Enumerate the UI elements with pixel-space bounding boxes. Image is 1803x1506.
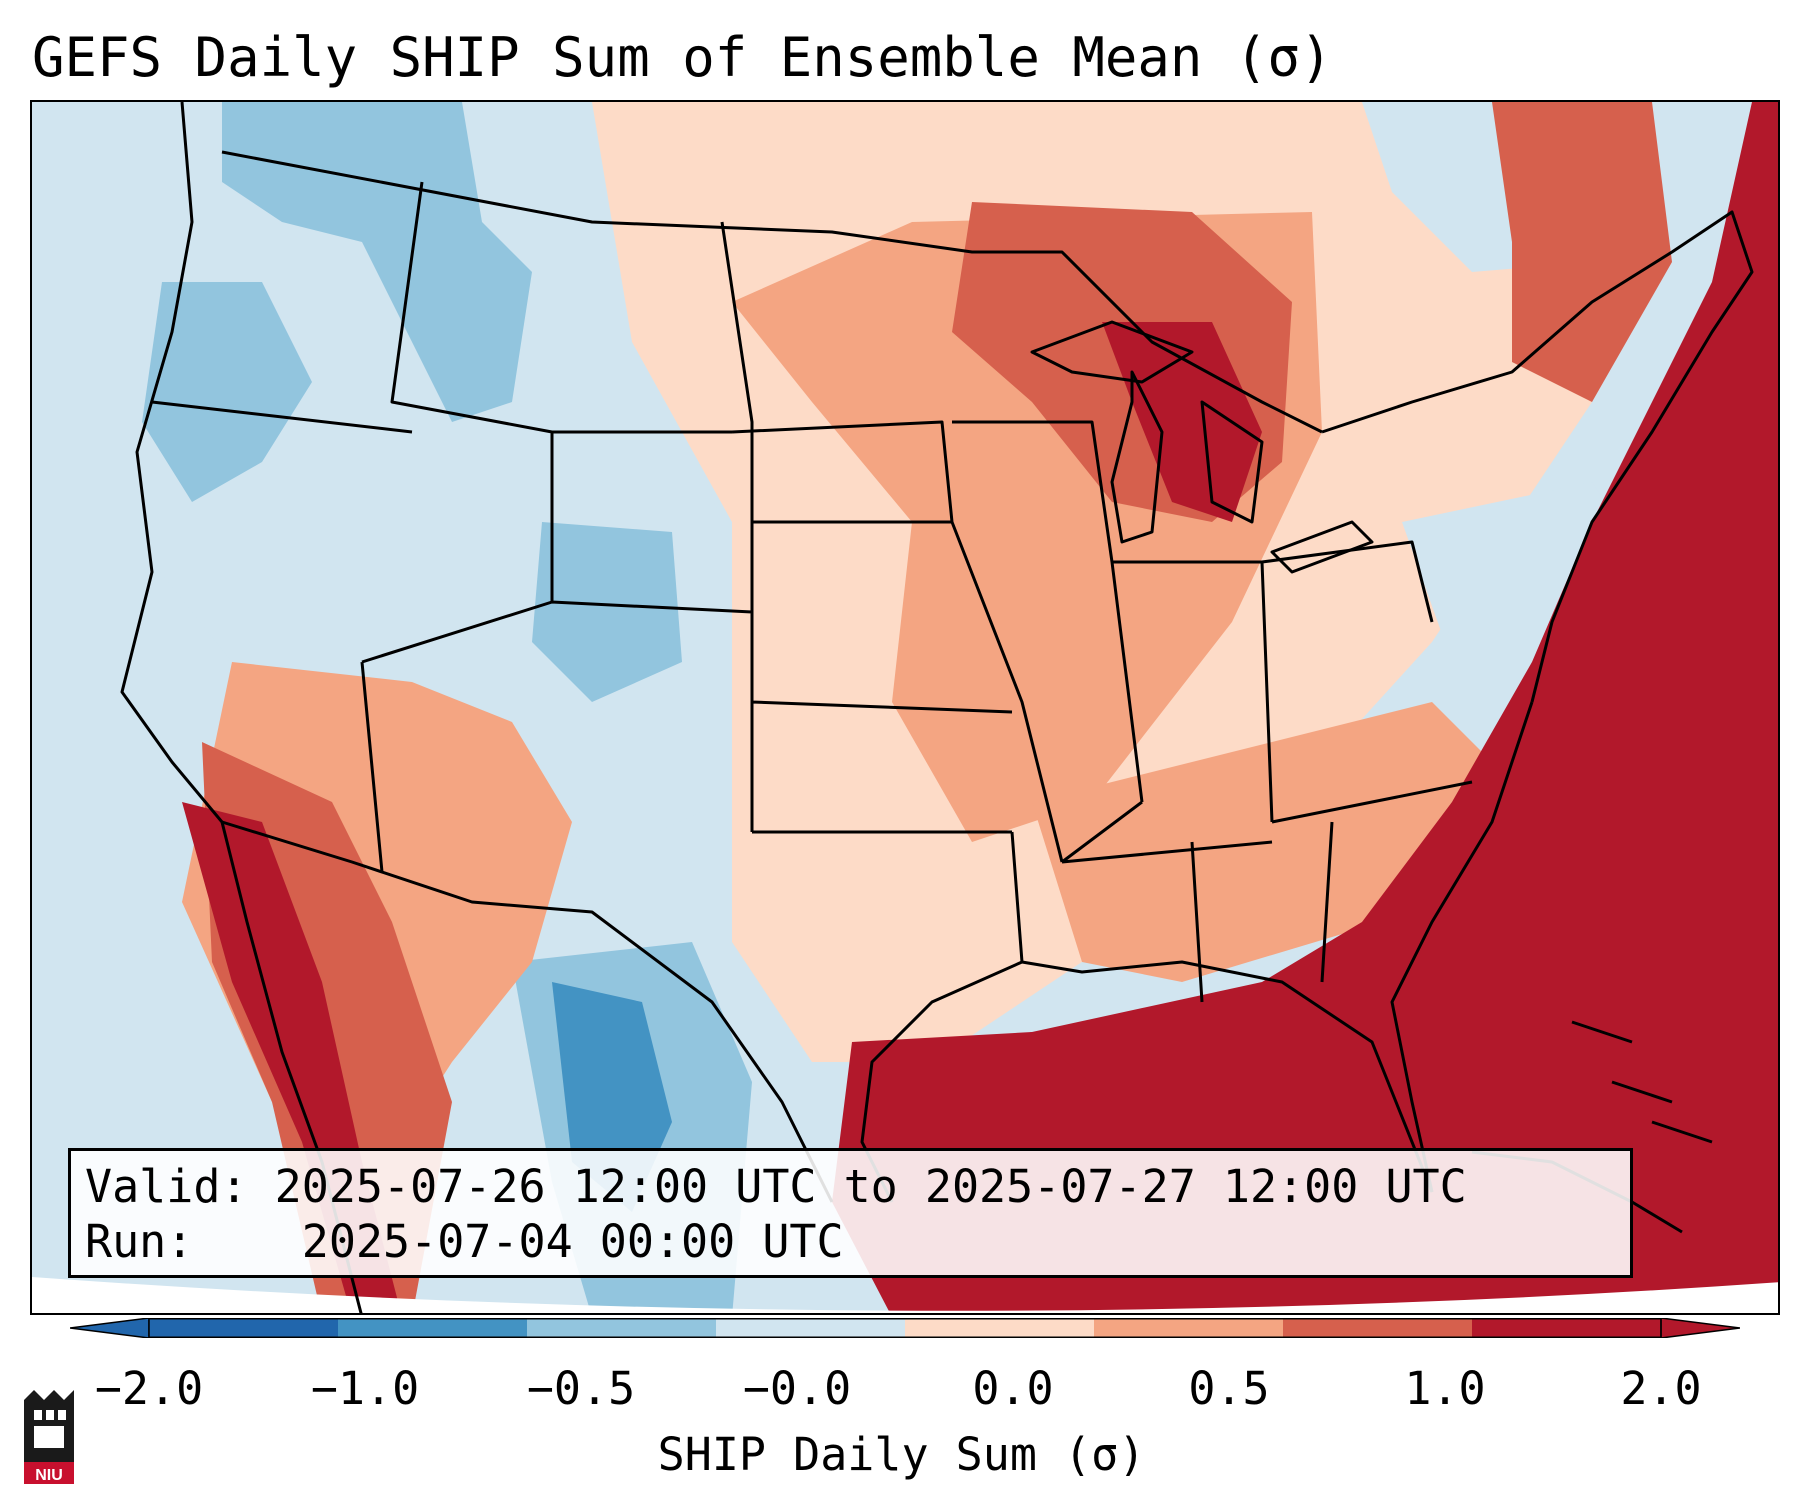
colorbar-label: SHIP Daily Sum (σ) (657, 1428, 1146, 1481)
mexico-border (221, 820, 834, 1203)
field-atlantic-deepred (892, 102, 1778, 1313)
field-pnw-blue (142, 282, 312, 502)
lake-huron-erie (1200, 400, 1374, 574)
valid-run-info-box: Valid: 2025-07-26 12:00 UTC to 2025-07-2… (68, 1148, 1633, 1278)
colorbar-tick: −0.5 (526, 1362, 636, 1415)
colorbar-tick: −2.0 (94, 1362, 204, 1415)
colorbar-tick: −0.0 (742, 1362, 852, 1415)
colorbar-frame (148, 1318, 1662, 1338)
chart-title: GEFS Daily SHIP Sum of Ensemble Mean (σ) (32, 26, 1333, 89)
field-ne-canada-darkred (1492, 102, 1672, 402)
colorbar-tick: −1.0 (310, 1362, 420, 1415)
valid-value: 2025-07-26 12:00 UTC to 2025-07-27 12:00… (274, 1160, 1467, 1213)
run-value: 2025-07-04 00:00 UTC (301, 1215, 844, 1268)
us-canada-border (221, 150, 1323, 434)
colorbar-bin (338, 1318, 528, 1338)
colorbar-bin (1472, 1318, 1662, 1338)
lake-michigan (1110, 370, 1164, 544)
colorbar-extend-max (1660, 1318, 1740, 1338)
colorbar-bins (70, 1318, 1740, 1338)
field-nw-blue (222, 102, 532, 422)
field-co-blue (532, 522, 682, 702)
bahamas-outline (1571, 1020, 1713, 1144)
colorbar-tick: 0.5 (1188, 1362, 1270, 1415)
niu-logo: NIU (24, 1390, 74, 1484)
colorbar-tick: 1.0 (1404, 1362, 1486, 1415)
boundaries (120, 102, 1754, 1313)
southeast-coast (1390, 701, 1534, 1193)
logo-badge (24, 1462, 74, 1484)
run-label: Run: (85, 1215, 194, 1268)
map-svg (32, 102, 1778, 1313)
gulf-coast (860, 960, 1434, 1203)
valid-label: Valid: (85, 1160, 248, 1213)
colorbar-ticks: −2.0 −1.0 −0.5 −0.0 0.0 0.5 1.0 2.0 (0, 1340, 1803, 1414)
colorbar-bin (1283, 1318, 1473, 1338)
west-coast-outline (120, 102, 363, 1313)
colorbar-tick: 0.0 (972, 1362, 1054, 1415)
colorbar-bin (1094, 1318, 1284, 1338)
colorbar-bin (527, 1318, 717, 1338)
run-line: Run: 2025-07-04 00:00 UTC (85, 1214, 1616, 1269)
state-lines (151, 181, 1473, 1003)
colorbar-bin (149, 1318, 339, 1338)
colorbar-bin (716, 1318, 906, 1338)
colorbar-bin (905, 1318, 1095, 1338)
northeast-coast (1321, 210, 1754, 703)
field-southeast-red (1032, 702, 1532, 982)
lake-superior (1030, 320, 1194, 384)
colorbar-tick: 2.0 (1620, 1362, 1702, 1415)
projection-edge (32, 1277, 1778, 1313)
map-panel (30, 100, 1780, 1315)
colorbar-extend-min (70, 1318, 150, 1338)
valid-line: Valid: 2025-07-26 12:00 UTC to 2025-07-2… (85, 1159, 1616, 1214)
field-michigan-deepred (1102, 322, 1262, 522)
logo-text: NIU (35, 1467, 63, 1484)
colorbar (70, 1318, 1740, 1338)
